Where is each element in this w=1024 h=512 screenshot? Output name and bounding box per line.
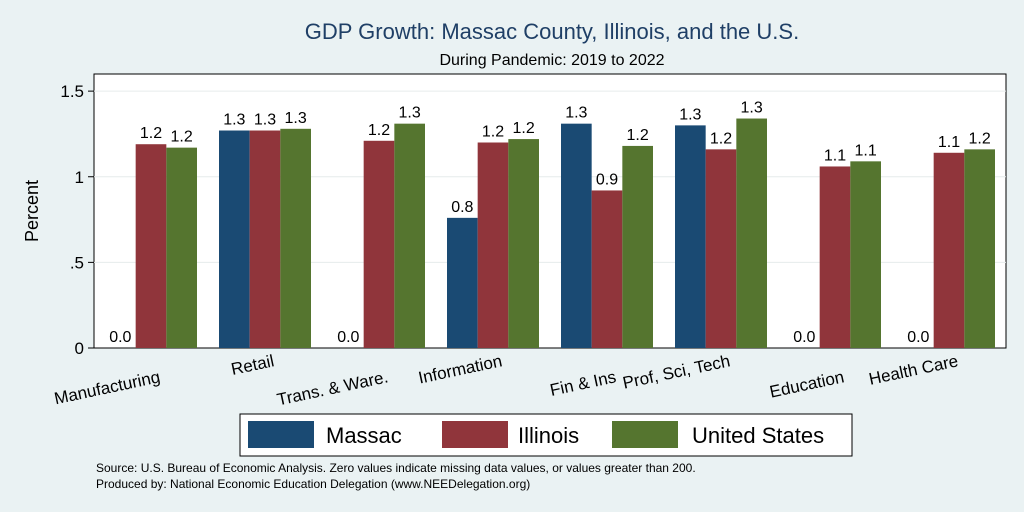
bar <box>622 145 653 348</box>
bar-value-label: 1.3 <box>254 112 276 129</box>
bar-value-label: 1.3 <box>285 110 307 127</box>
bar-value-label: 0.0 <box>337 329 359 346</box>
bar-value-label: 1.2 <box>710 130 732 147</box>
bar-value-label: 1.1 <box>855 142 877 159</box>
bar-value-label: 1.3 <box>679 106 701 123</box>
bar <box>363 140 395 348</box>
y-tick-label: 1 <box>75 168 84 187</box>
bar <box>705 149 737 348</box>
bar <box>508 139 539 348</box>
legend: Massac Illinois United States <box>239 413 853 457</box>
bar <box>736 118 767 349</box>
legend-swatch <box>442 421 508 448</box>
bar-value-label: 1.2 <box>482 124 504 141</box>
bar-value-label: 1.2 <box>171 129 193 146</box>
bar <box>219 130 250 348</box>
y-tick-label: 0 <box>75 339 84 358</box>
chart-title: GDP Growth: Massac County, Illinois, and… <box>305 19 799 44</box>
bar <box>135 144 167 348</box>
legend-swatch <box>612 421 678 448</box>
bar <box>850 161 881 348</box>
bar <box>249 130 281 348</box>
bar-value-label: 1.2 <box>969 130 991 147</box>
bar-value-label: 0.8 <box>451 199 473 216</box>
bar-value-label: 1.2 <box>140 125 162 142</box>
bar <box>561 123 592 348</box>
bar-value-label: 1.3 <box>565 105 587 122</box>
source-note: Source: U.S. Bureau of Economic Analysis… <box>96 461 696 475</box>
bar-value-label: 1.2 <box>627 127 649 144</box>
bar-value-label: 1.2 <box>368 122 390 139</box>
y-tick-label: 1.5 <box>60 82 84 101</box>
bar <box>964 149 995 348</box>
y-tick-label: .5 <box>70 253 84 272</box>
bar-value-label: 0.0 <box>793 329 815 346</box>
bar-value-label: 1.1 <box>938 134 960 151</box>
bar <box>591 190 623 348</box>
bars <box>135 118 995 349</box>
legend-swatch <box>248 421 314 448</box>
bar <box>933 152 965 348</box>
legend-box <box>239 413 853 457</box>
bar-value-label: 1.2 <box>513 120 535 137</box>
bar <box>166 147 197 348</box>
bar-value-label: 0.9 <box>596 171 618 188</box>
legend-label: United States <box>692 423 824 448</box>
bar <box>447 217 478 348</box>
bar <box>675 125 706 348</box>
bar-value-label: 1.3 <box>399 105 421 122</box>
bar-value-label: 1.3 <box>741 100 763 117</box>
bar <box>280 128 311 348</box>
bar-value-label: 1.1 <box>824 147 846 164</box>
legend-label: Illinois <box>518 423 579 448</box>
y-axis-ticks: 0 .5 1 1.5 <box>60 82 94 358</box>
bar-value-label: 1.3 <box>223 112 245 129</box>
bar <box>477 142 509 348</box>
produced-by-note: Produced by: National Economic Education… <box>96 477 530 491</box>
bar <box>394 123 425 348</box>
y-axis-label: Percent <box>22 180 42 242</box>
bar-value-label: 0.0 <box>907 329 929 346</box>
data-labels: 0.0 1.2 1.2 1.3 1.3 1.3 0.0 1.2 1.3 0.8 1.2 1.2 1.3 0… <box>109 100 991 346</box>
bar-value-label: 0.0 <box>109 329 131 346</box>
bar <box>819 166 851 348</box>
chart-subtitle: During Pandemic: 2019 to 2022 <box>439 52 664 69</box>
legend-label: Massac <box>326 423 402 448</box>
